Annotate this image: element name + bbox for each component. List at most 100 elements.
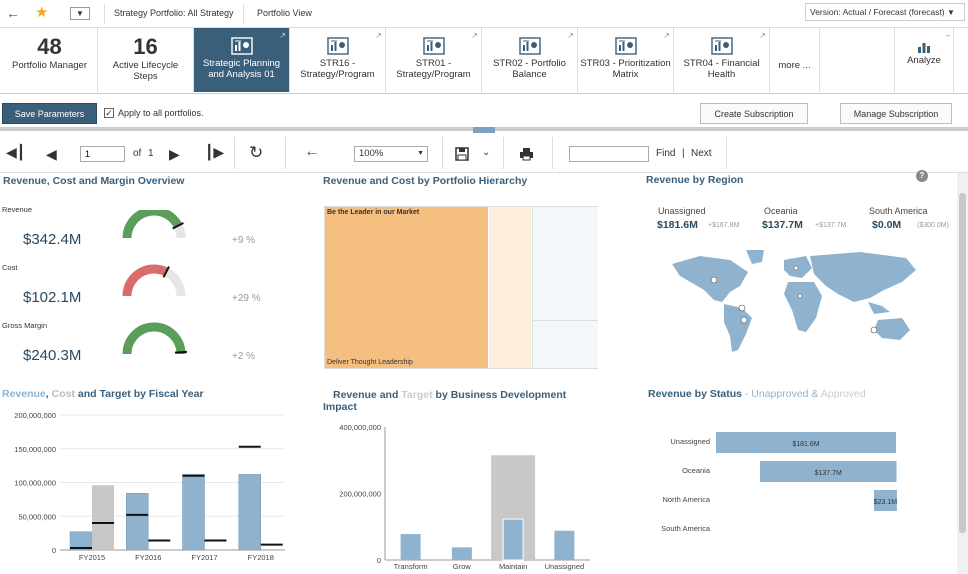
category-label: Oceania <box>682 466 711 475</box>
greenland <box>746 250 764 264</box>
x-tick-label: Maintain <box>499 562 527 571</box>
tile-str16[interactable]: ↗ STR16 - Strategy/Program <box>290 28 386 92</box>
tile-label: STR16 - Strategy/Program <box>300 58 375 80</box>
dropdown-button[interactable]: ▼ <box>70 7 90 20</box>
category-label: South America <box>661 524 711 533</box>
bd-impact-chart: 0 200,000,000 400,000,000 Transform Grow Main… <box>339 423 590 571</box>
portfolio-view-link[interactable]: Portfolio View <box>257 8 312 18</box>
external-link-icon: ↗ <box>567 31 574 40</box>
apply-all-checkbox[interactable]: ✓ <box>104 108 114 118</box>
tile-label: STR01 - Strategy/Program <box>396 58 471 80</box>
tile-active-lifecycle-steps[interactable]: 16 Active Lifecycle Steps <box>98 28 194 92</box>
tile-analyze[interactable]: – Analyze <box>894 28 954 92</box>
bar-chart-icon <box>918 43 930 53</box>
chevron-down-icon[interactable]: ⌄ <box>482 147 491 158</box>
map-marker <box>710 276 718 284</box>
manage-subscription-button[interactable]: Manage Subscription <box>840 103 952 124</box>
tile-strategic-planning[interactable]: ↗ Strategic Planning and Analysis 01 <box>194 28 290 92</box>
x-tick-label: FY2016 <box>135 553 161 562</box>
previous-page-icon[interactable]: ◀ <box>46 146 57 162</box>
map-marker <box>870 326 878 334</box>
treemap-cell[interactable] <box>489 207 531 368</box>
x-tick-label: Transform <box>394 562 428 571</box>
vertical-scrollbar[interactable] <box>957 173 968 574</box>
report-icon <box>710 37 733 55</box>
revenue-value: $342.4M <box>23 231 82 248</box>
bar-revenue <box>182 474 205 551</box>
page-number-input[interactable] <box>80 146 125 162</box>
back-arrow-icon[interactable]: ← <box>304 143 320 160</box>
treemap-cell-leader[interactable]: Be the Leader in our Market Deliver Thou… <box>325 207 488 368</box>
find-link[interactable]: Find <box>656 148 676 159</box>
x-tick-label: FY2018 <box>248 553 274 562</box>
x-tick-label: FY2017 <box>191 553 217 562</box>
tile-str01[interactable]: ↗ STR01 - Strategy/Program <box>386 28 482 92</box>
help-icon[interactable]: ? <box>916 170 928 182</box>
title-unapproved: Unapproved <box>751 388 809 400</box>
north-america <box>672 256 748 302</box>
next-link[interactable]: Next <box>691 148 712 159</box>
breadcrumb-portfolio[interactable]: Strategy Portfolio: All Strategy <box>114 8 234 18</box>
zoom-select[interactable]: 100% ▼ <box>354 146 428 162</box>
africa <box>784 282 822 332</box>
map-marker <box>738 304 746 312</box>
bar-revenue <box>400 534 421 560</box>
version-select[interactable]: Version: Actual / Forecast (forecast) ▼ <box>805 3 965 21</box>
tile-portfolio-manager[interactable]: 48 Portfolio Manager <box>2 28 98 92</box>
fiscal-year-chart: 0 50,000,000 100,000,000 150,000,000 200,000… <box>14 411 285 562</box>
tile-str02[interactable]: ↗ STR02 - Portfolio Balance <box>482 28 578 92</box>
treemap-cell[interactable] <box>532 320 598 368</box>
revenue-label: Revenue <box>2 205 33 214</box>
chevron-down-icon: ▼ <box>417 150 424 157</box>
tile-label: more ... <box>778 60 811 71</box>
region-value: $181.6M <box>657 219 698 231</box>
next-page-icon[interactable]: ▶ <box>169 146 180 162</box>
last-page-icon[interactable]: ┃▶ <box>205 144 225 160</box>
tile-label: Analyze <box>907 55 941 66</box>
chevron-down-icon: ▼ <box>947 8 955 17</box>
region-name: South America <box>869 206 928 216</box>
title-amp: & <box>808 388 821 400</box>
save-parameters-button[interactable]: Save Parameters <box>2 103 97 124</box>
world-map[interactable] <box>660 246 940 362</box>
divider <box>243 4 244 24</box>
y-tick-label: 200,000,000 <box>14 411 56 420</box>
report-icon <box>422 37 445 55</box>
status-bar <box>874 490 897 511</box>
divider <box>234 137 235 169</box>
status-bar <box>760 461 897 482</box>
save-icon[interactable] <box>455 147 469 161</box>
total-pages: 1 <box>148 148 154 159</box>
divider <box>442 137 443 169</box>
title-revenue: Revenue <box>333 389 377 401</box>
refresh-icon[interactable]: ↻ <box>249 143 264 162</box>
top-bar: ← ★ ▼ Strategy Portfolio: All Strategy P… <box>0 0 968 28</box>
create-subscription-button[interactable]: Create Subscription <box>700 103 808 124</box>
gauge-marker <box>174 350 187 354</box>
treemap: Be the Leader in our Market Deliver Thou… <box>324 206 598 369</box>
title-sep: , <box>45 388 52 400</box>
world-map-landmass <box>672 250 916 352</box>
find-input[interactable] <box>569 146 649 162</box>
gauge-marker <box>162 266 170 278</box>
tile-more[interactable]: more ... <box>770 28 820 92</box>
map-markers <box>710 265 878 334</box>
title-revenue: Revenue <box>2 388 46 400</box>
print-icon[interactable] <box>519 147 534 161</box>
treemap-cell[interactable] <box>532 207 598 320</box>
external-link-icon: ↗ <box>759 31 766 40</box>
x-tick-label: Unassigned <box>545 562 585 571</box>
asia <box>810 252 916 302</box>
scrollbar-thumb[interactable] <box>959 193 966 533</box>
star-icon[interactable]: ★ <box>35 4 49 21</box>
divider <box>552 137 553 169</box>
arrow-left-icon[interactable]: ← <box>6 5 20 21</box>
tile-str04[interactable]: ↗ STR04 - Financial Health <box>674 28 770 92</box>
collapse-handle[interactable] <box>473 127 495 133</box>
region-name: Oceania <box>764 206 798 216</box>
tile-label: STR02 - Portfolio Balance <box>493 58 566 80</box>
region-title: Revenue by Region <box>646 174 744 186</box>
tile-str03[interactable]: ↗ STR03 - Prioritization Matrix <box>578 28 674 92</box>
first-page-icon[interactable]: ◀┃ <box>6 144 26 160</box>
map-marker <box>793 265 799 271</box>
